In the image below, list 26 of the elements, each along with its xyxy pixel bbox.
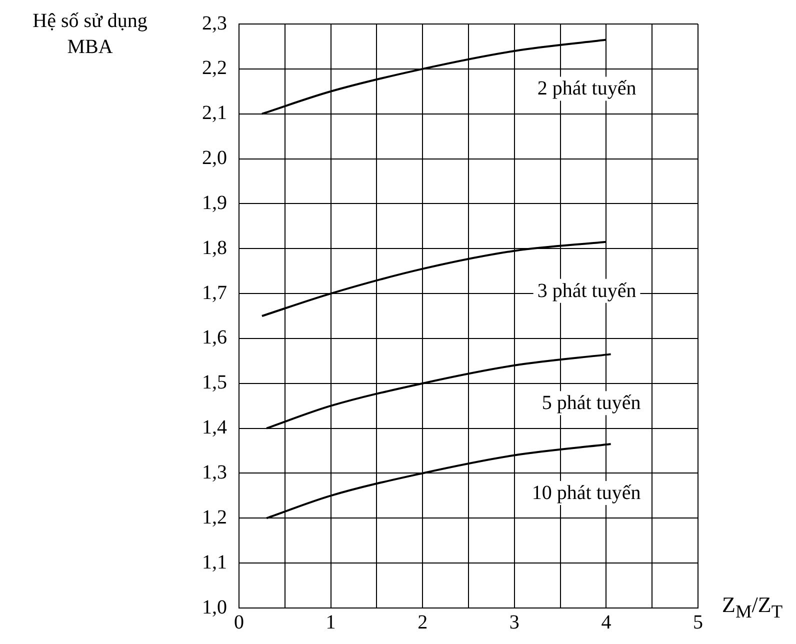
y-tick-label: 1,4 (202, 416, 227, 439)
y-tick-label: 1,5 (202, 372, 227, 394)
y-tick-label: 1,9 (202, 192, 227, 214)
y-tick-label: 2,2 (202, 57, 227, 80)
series-label: 10 phát tuyến (532, 482, 641, 504)
x-axis-title: Z$_{M}$/Z$_{T}$ (722, 592, 783, 622)
y-tick-label: 1,7 (202, 282, 227, 304)
y-tick-label: 1,8 (202, 236, 227, 259)
x-tick-label: 4 (601, 611, 612, 634)
y-tick-label: 1,2 (202, 506, 227, 528)
y-tick-label: 1,0 (202, 596, 227, 618)
x-tick-label: 2 (418, 611, 428, 634)
y-tick-label: 1,6 (202, 326, 227, 349)
x-tick-label: 5 (693, 611, 703, 634)
series-label: 2 phát tuyến (537, 78, 636, 100)
x-tick-label: 3 (509, 611, 520, 634)
x-tick-label: 1 (326, 611, 336, 634)
y-tick-label: 2,3 (202, 12, 227, 34)
y-tick-label: 1,3 (202, 461, 227, 484)
series-label: 5 phát tuyến (542, 392, 641, 414)
y-tick-label: 2,1 (202, 102, 227, 124)
y-tick-label: 1,1 (202, 551, 227, 574)
y-axis-title: Hệ số sử dụng MBA (32, 9, 148, 60)
y-tick-label: 2,0 (202, 147, 227, 170)
x-tick-label: 0 (234, 611, 244, 634)
series-label: 3 phát tuyến (537, 280, 636, 302)
